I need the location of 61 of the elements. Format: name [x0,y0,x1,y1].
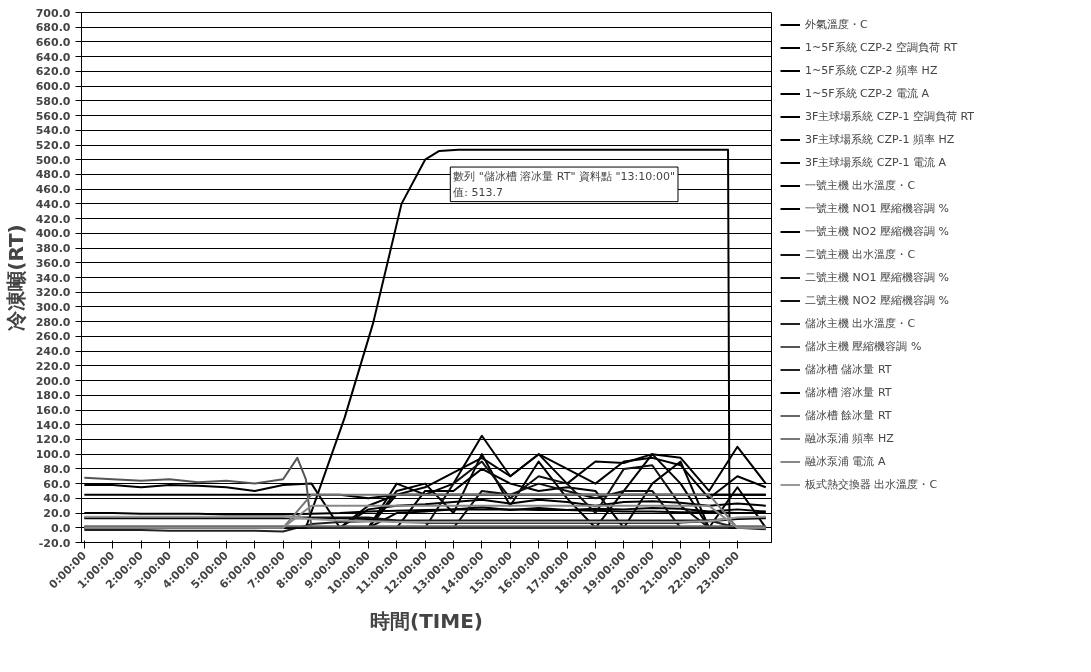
y-tick-label: 460.0 [35,183,71,197]
y-tick-label: 320.0 [35,286,71,300]
y-tick-label: 620.0 [35,65,71,79]
y-tick-label: 140.0 [35,418,71,432]
legend-label: 1~5F系統 CZP-2 頻率 HZ [805,63,938,79]
y-tick-label: 500.0 [35,153,71,167]
legend-label: 二號主機 出水溫度・C [805,247,916,263]
y-tick-label: 60.0 [43,477,71,491]
y-tick-label: 680.0 [35,21,71,35]
legend-label: 一號主機 NO2 壓縮機容調 % [805,224,949,240]
y-tick-label: 560.0 [35,109,71,123]
legend-label: 融冰泵浦 頻率 HZ [805,431,894,447]
y-tick-label: 440.0 [35,197,71,211]
legend-label: 一號主機 NO1 壓縮機容調 % [805,201,949,217]
legend-label: 二號主機 NO2 壓縮機容調 % [805,293,949,309]
legend-label: 1~5F系統 CZP-2 空調負荷 RT [805,40,958,56]
y-tick-label: 400.0 [35,227,71,241]
y-tick-label: 360.0 [35,256,71,270]
legend-label: 融冰泵浦 電流 A [805,454,886,470]
y-tick-label: 120.0 [35,433,71,447]
y-tick-label: 340.0 [35,271,71,285]
legend-label: 3F主球場系統 CZP-1 空調負荷 RT [805,109,974,125]
legend-label: 儲冰槽 餘冰量 RT [805,408,892,424]
legend-label: 1~5F系統 CZP-2 電流 A [805,86,930,102]
y-axis-title: 冷凍噸(RT) [3,224,28,331]
y-tick-label: 480.0 [35,168,71,182]
y-tick-label: 260.0 [35,330,71,344]
y-tick-label: 380.0 [35,242,71,256]
legend-label: 3F主球場系統 CZP-1 電流 A [805,155,946,171]
y-tick-label: 580.0 [35,94,71,108]
y-tick-label: 700.0 [35,6,71,20]
y-tick-label: -20.0 [38,536,71,550]
y-tick-label: 420.0 [35,212,71,226]
y-tick-label: 240.0 [35,345,71,359]
y-tick-label: 540.0 [35,124,71,138]
legend-label: 3F主球場系統 CZP-1 頻率 HZ [805,132,955,148]
x-axis-title: 時間(TIME) [370,609,483,634]
legend-label: 儲冰主機 出水溫度・C [805,316,916,332]
y-tick-label: 20.0 [43,507,71,521]
y-tick-label: 40.0 [43,492,71,506]
y-tick-label: 280.0 [35,315,71,329]
y-tick-label: 200.0 [35,374,71,388]
y-tick-label: 220.0 [35,359,71,373]
y-tick-label: 640.0 [35,50,71,64]
legend-label: 板式熱交換器 出水溫度・C [805,477,938,493]
legend-label: 一號主機 出水溫度・C [805,178,916,194]
y-tick-label: 180.0 [35,389,71,403]
legend-label: 外氣溫度・C [805,17,868,33]
y-tick-label: 100.0 [35,448,71,462]
legend-label: 儲冰主機 壓縮機容調 % [805,339,922,355]
legend-label: 儲冰槽 儲冰量 RT [805,362,892,378]
legend-label: 二號主機 NO1 壓縮機容調 % [805,270,949,286]
legend-label: 儲冰槽 溶冰量 RT [805,385,892,401]
y-tick-label: 0.0 [51,521,71,535]
y-tick-label: 660.0 [35,35,71,49]
y-tick-label: 160.0 [35,404,71,417]
y-tick-label: 300.0 [35,300,71,314]
y-tick-label: 80.0 [43,462,71,476]
y-tick-label: 600.0 [35,80,71,94]
y-tick-label: 520.0 [35,139,71,152]
annotation: 數列 "儲冰槽 溶冰量 RT" 資料點 "13:10:00" 值: 513.7 [453,170,675,199]
